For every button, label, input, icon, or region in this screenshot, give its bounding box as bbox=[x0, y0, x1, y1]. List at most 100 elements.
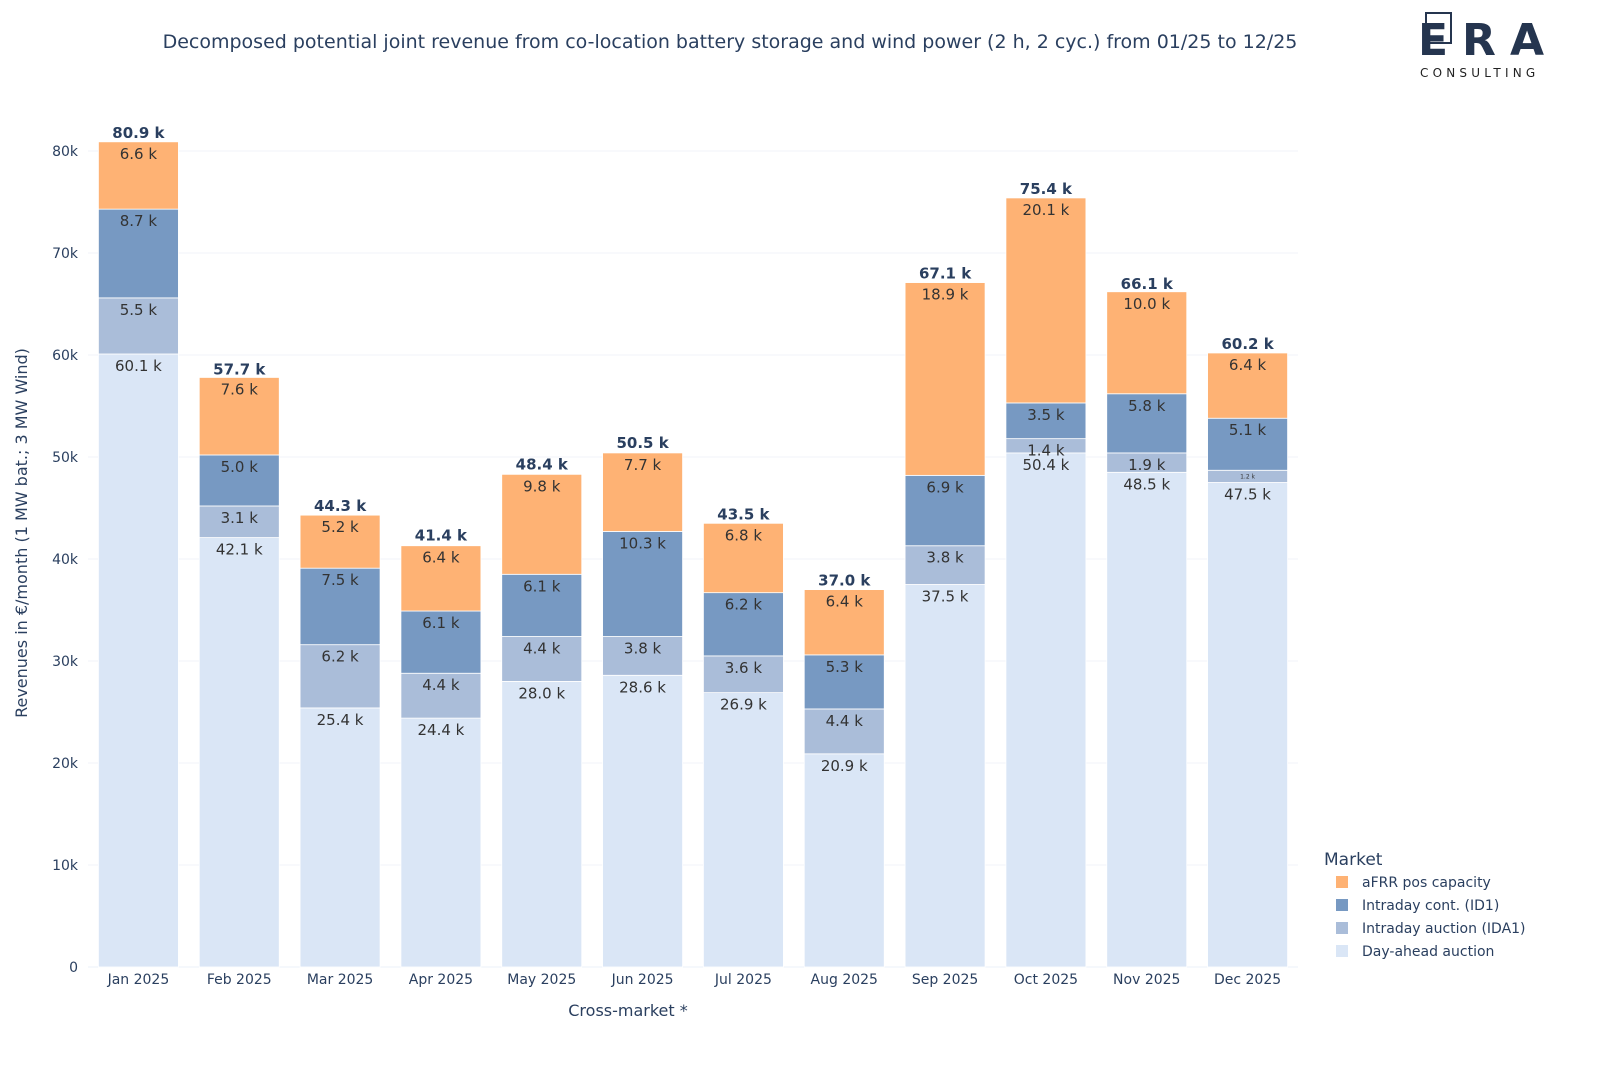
data-label: 4.4 k bbox=[826, 712, 864, 730]
bar-segment bbox=[602, 674, 683, 968]
bar-segment bbox=[1106, 291, 1188, 395]
data-label: 10.3 k bbox=[619, 534, 666, 552]
data-label: 7.7 k bbox=[624, 456, 662, 474]
bar-segment bbox=[98, 141, 179, 210]
bar-segment bbox=[1207, 482, 1288, 968]
data-label: 1.2 k bbox=[1240, 473, 1255, 480]
x-tick-label: May 2025 bbox=[507, 972, 576, 988]
legend-item[interactable]: Intraday auction (IDA1) bbox=[1362, 921, 1526, 937]
bar-segment bbox=[602, 636, 683, 676]
data-label: 6.1 k bbox=[422, 614, 460, 632]
data-label: 48.5 k bbox=[1123, 475, 1170, 493]
legend-title: Market bbox=[1324, 850, 1383, 870]
bar-segment bbox=[904, 584, 986, 968]
total-label: 66.1 k bbox=[1121, 275, 1174, 293]
bar-segment bbox=[703, 692, 784, 968]
data-label: 3.8 k bbox=[624, 640, 662, 658]
total-label: 48.4 k bbox=[516, 455, 569, 473]
bar-segment bbox=[501, 573, 583, 637]
data-label: 6.8 k bbox=[725, 526, 763, 544]
total-label: 67.1 k bbox=[919, 265, 972, 283]
data-label: 26.9 k bbox=[720, 696, 767, 714]
bar-segment bbox=[299, 567, 381, 646]
bar-segment bbox=[501, 473, 583, 575]
y-axis-label: Revenues in €/month (1 MW bat.; 3 MW Win… bbox=[12, 348, 31, 718]
data-label: 1.4 k bbox=[1027, 442, 1065, 460]
x-tick-label: Apr 2025 bbox=[409, 972, 473, 988]
x-axis-label: Cross-market * bbox=[568, 1001, 688, 1020]
data-label: 3.1 k bbox=[221, 509, 259, 527]
bar-segment bbox=[299, 644, 381, 709]
bar-segment bbox=[602, 452, 683, 532]
total-label: 43.5 k bbox=[717, 505, 770, 523]
bar-segment bbox=[1005, 452, 1087, 968]
data-label: 6.4 k bbox=[422, 549, 460, 567]
legend-swatch bbox=[1336, 876, 1348, 888]
data-label: 8.7 k bbox=[120, 212, 158, 230]
svg-text:ERA: ERA bbox=[1418, 15, 1558, 66]
total-label: 41.4 k bbox=[415, 527, 468, 545]
bar-segment bbox=[803, 708, 885, 755]
total-label: 80.9 k bbox=[112, 124, 165, 142]
bar-segment bbox=[803, 589, 885, 656]
data-label: 6.2 k bbox=[321, 648, 359, 666]
legend-item[interactable]: Intraday cont. (ID1) bbox=[1362, 898, 1499, 914]
legend: Market aFRR pos capacity Intraday cont. (… bbox=[1324, 850, 1526, 960]
data-label: 50.4 k bbox=[1022, 456, 1069, 474]
total-label: 50.5 k bbox=[616, 434, 669, 452]
x-tick-label: Jun 2025 bbox=[611, 972, 674, 988]
chart-title: Decomposed potential joint revenue from … bbox=[163, 31, 1298, 53]
era-consulting-logo: ERA CONSULTING bbox=[1418, 12, 1558, 80]
bar-segment bbox=[1207, 417, 1288, 471]
data-label: 5.8 k bbox=[1128, 397, 1166, 415]
legend-item[interactable]: Day-ahead auction bbox=[1362, 944, 1494, 960]
data-label: 1.9 k bbox=[1128, 456, 1166, 474]
data-label: 10.0 k bbox=[1123, 295, 1170, 313]
bar-segment bbox=[1207, 352, 1288, 419]
data-label: 28.6 k bbox=[619, 678, 666, 696]
data-label: 6.1 k bbox=[523, 577, 561, 595]
data-label: 25.4 k bbox=[317, 711, 364, 729]
x-tick-label: Nov 2025 bbox=[1113, 972, 1180, 988]
bar-segment bbox=[904, 282, 986, 476]
data-label: 60.1 k bbox=[115, 357, 162, 375]
data-label: 4.4 k bbox=[523, 640, 561, 658]
data-label: 37.5 k bbox=[922, 588, 969, 606]
y-tick-label: 10k bbox=[52, 858, 79, 874]
bar-segment bbox=[501, 681, 583, 968]
total-label: 57.7 k bbox=[213, 360, 266, 378]
data-label: 18.9 k bbox=[922, 286, 969, 304]
y-tick-label: 60k bbox=[52, 348, 79, 364]
y-tick-label: 20k bbox=[52, 756, 79, 772]
bar-segment bbox=[1005, 197, 1087, 404]
x-tick-label: Dec 2025 bbox=[1214, 972, 1281, 988]
bar-segment bbox=[703, 592, 784, 657]
bar-segment bbox=[803, 753, 885, 968]
legend-swatch bbox=[1336, 899, 1348, 911]
data-label: 9.8 k bbox=[523, 477, 561, 495]
x-tick-label: Oct 2025 bbox=[1014, 972, 1078, 988]
svg-text:CONSULTING: CONSULTING bbox=[1420, 66, 1539, 80]
x-tick-label: Mar 2025 bbox=[307, 972, 374, 988]
y-tick-label: 40k bbox=[52, 552, 79, 568]
data-label: 7.6 k bbox=[221, 380, 259, 398]
bar-segment bbox=[400, 717, 482, 968]
y-tick-label: 50k bbox=[52, 450, 79, 466]
bar-segment bbox=[198, 377, 280, 456]
legend-item[interactable]: aFRR pos capacity bbox=[1362, 875, 1491, 891]
data-label: 6.4 k bbox=[1229, 356, 1267, 374]
total-label: 60.2 k bbox=[1221, 335, 1274, 353]
data-label: 3.5 k bbox=[1027, 406, 1065, 424]
bar-segment bbox=[400, 545, 482, 612]
data-label: 42.1 k bbox=[216, 541, 263, 559]
bar-segment bbox=[299, 707, 381, 968]
legend-swatch bbox=[1336, 945, 1348, 957]
data-label: 5.1 k bbox=[1229, 421, 1267, 439]
data-label: 20.9 k bbox=[821, 757, 868, 775]
data-label: 3.8 k bbox=[926, 549, 964, 567]
bar-segment bbox=[198, 454, 280, 507]
bar-segment bbox=[1106, 471, 1188, 968]
y-tick-label: 70k bbox=[52, 246, 79, 262]
legend-swatch bbox=[1336, 922, 1348, 934]
data-label: 6.9 k bbox=[926, 478, 964, 496]
